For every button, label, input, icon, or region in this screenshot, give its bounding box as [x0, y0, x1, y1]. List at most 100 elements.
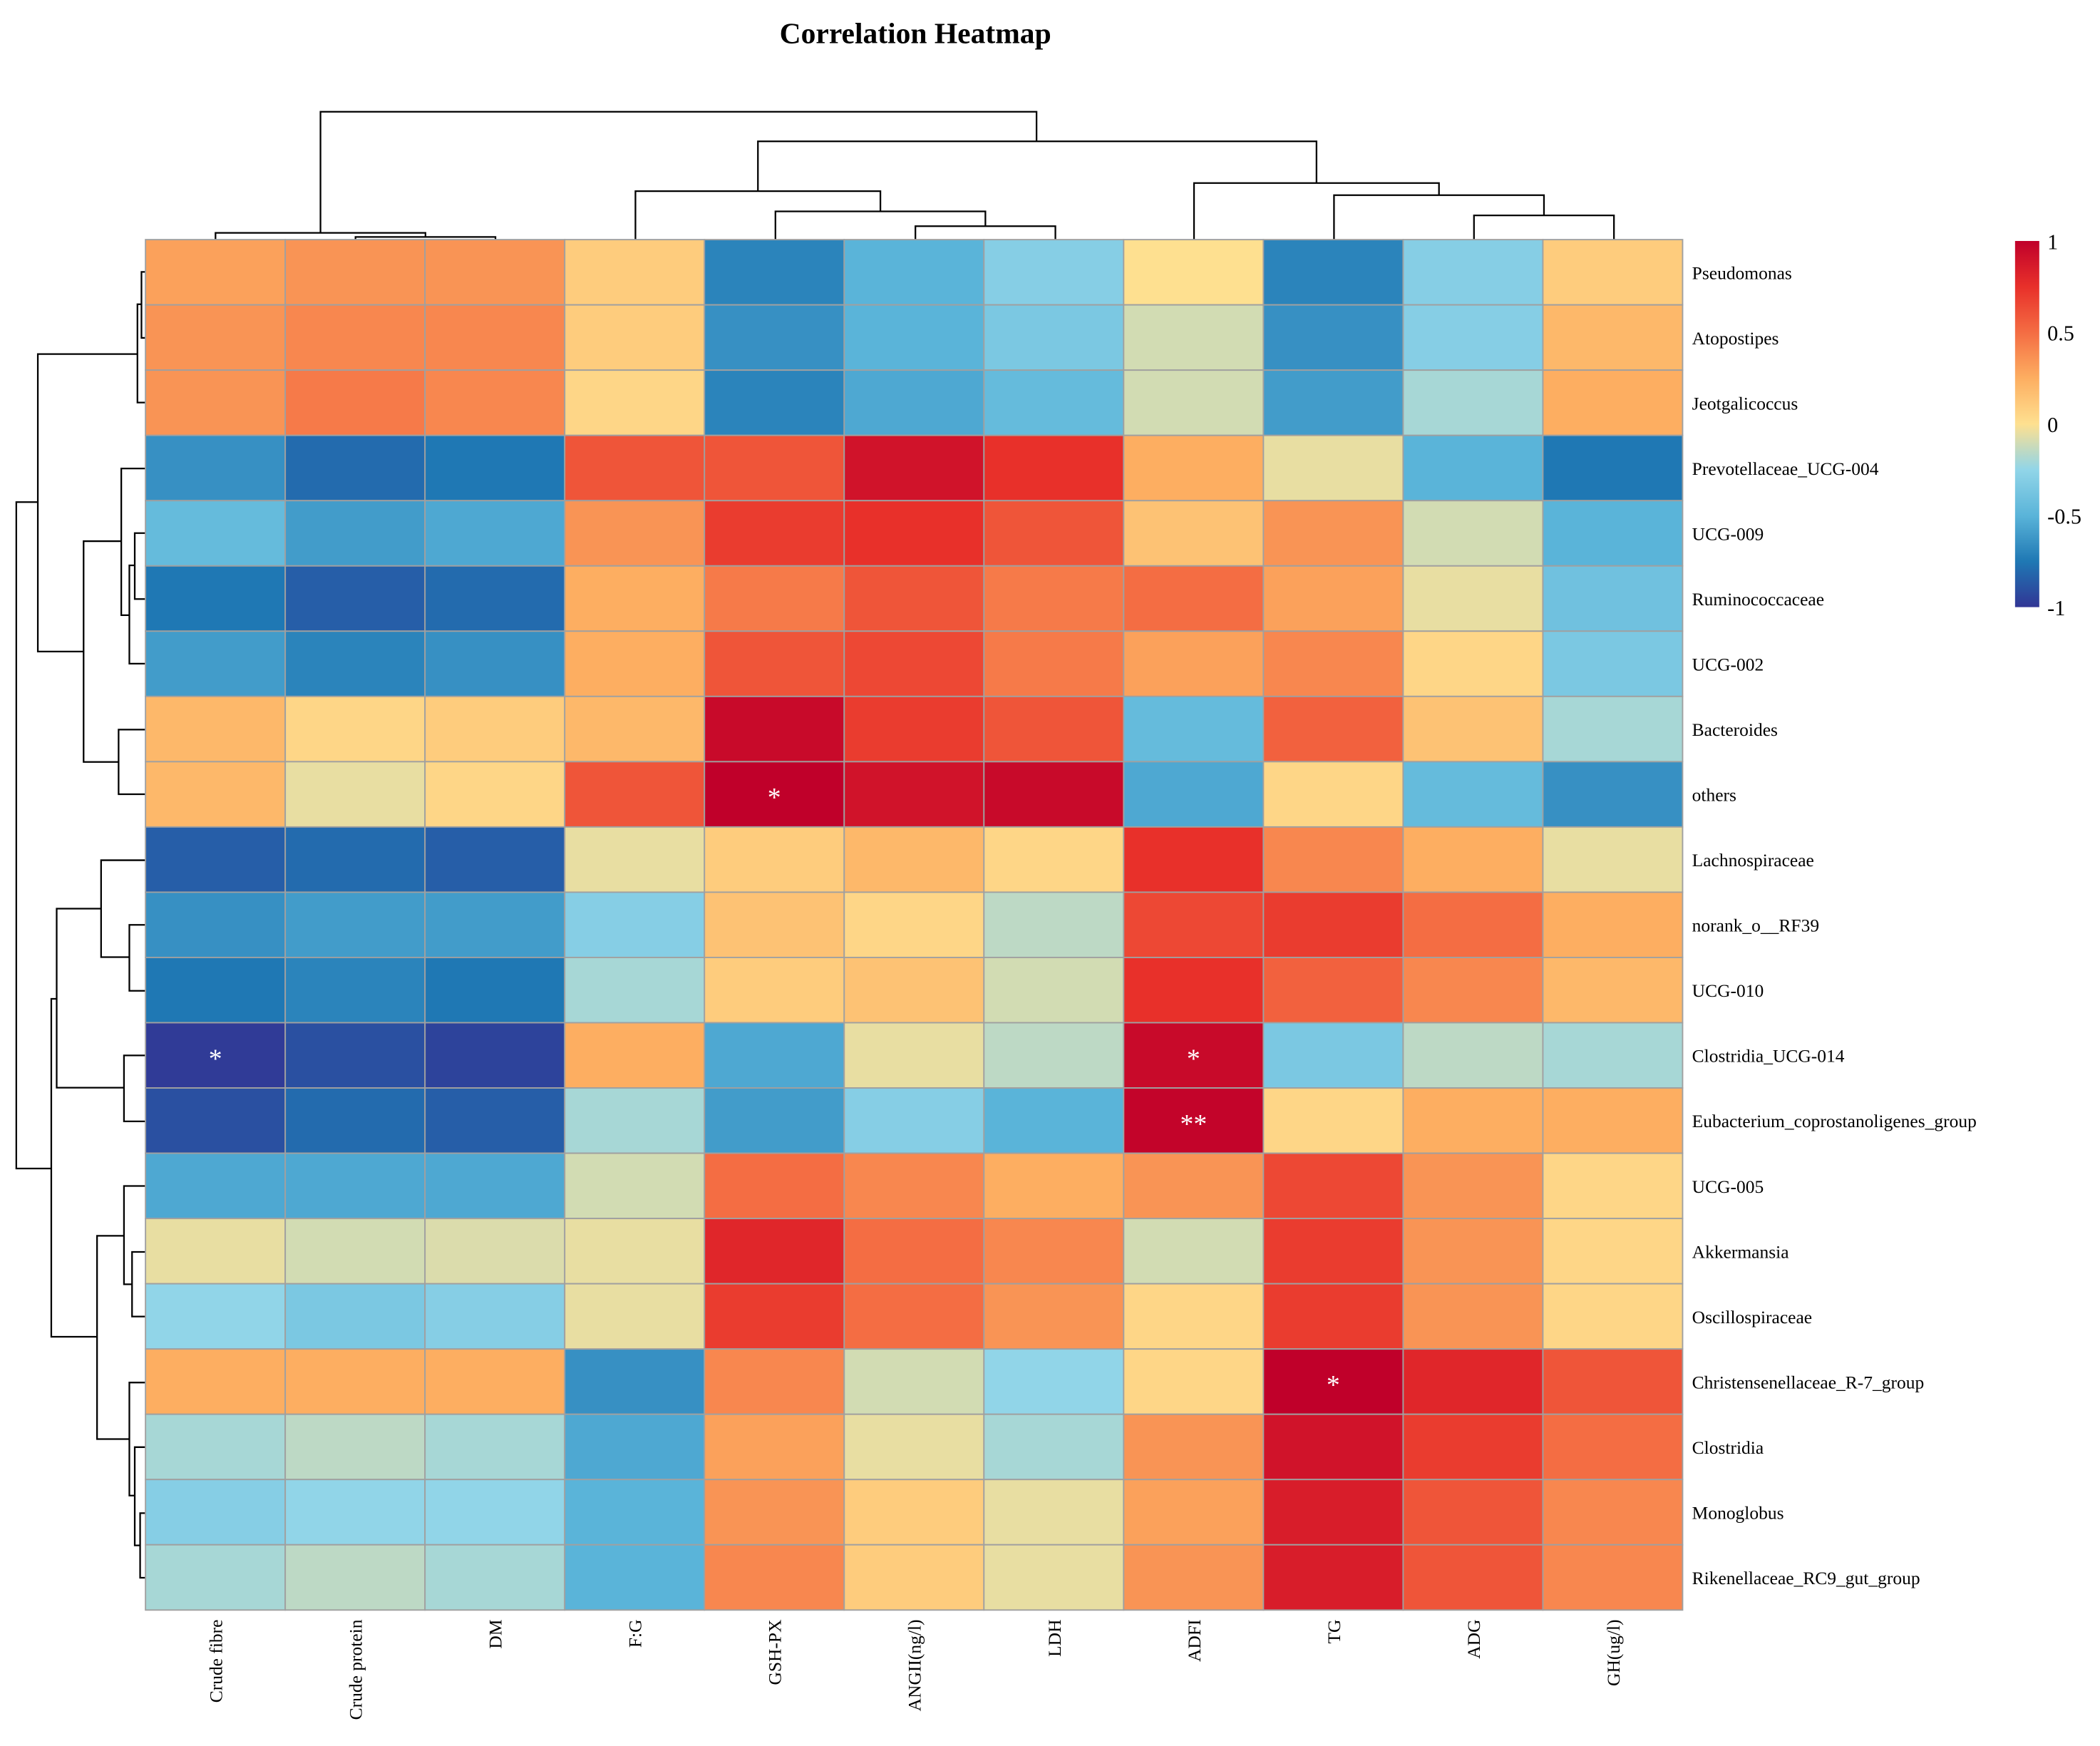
- heatmap-cell: [983, 826, 1125, 893]
- heatmap-cell: [145, 565, 287, 632]
- significance-mark: **: [1180, 1109, 1207, 1139]
- row-label: Eubacterium_coprostanoligenes_group: [1692, 1111, 1977, 1131]
- heatmap-cell: [1123, 1413, 1265, 1481]
- heatmap-cell: [1262, 304, 1404, 371]
- column-dendrogram: [215, 111, 1615, 240]
- heatmap-cell: [1542, 1479, 1684, 1546]
- heatmap-cell: [1542, 565, 1684, 632]
- heatmap-cell: [704, 565, 845, 632]
- heatmap-cell: [145, 434, 287, 502]
- heatmap-cell: [564, 239, 706, 306]
- row-label: Prevotellaceae_UCG-004: [1692, 458, 1879, 479]
- heatmap-cell: [1123, 761, 1265, 828]
- dendrogram-branch: [133, 532, 146, 600]
- heatmap-cell: [1402, 239, 1544, 306]
- heatmap-cell: [983, 500, 1125, 567]
- heatmap-cell: [1542, 630, 1684, 697]
- heatmap-cell: [983, 304, 1125, 371]
- heatmap-cell: [1542, 369, 1684, 436]
- heatmap-cell: [704, 826, 845, 893]
- heatmap-cell: [424, 1479, 566, 1546]
- heatmap-cell: [284, 1283, 426, 1350]
- row-label: others: [1692, 785, 1736, 806]
- heatmap-cell: [284, 1152, 426, 1220]
- heatmap-cell: [284, 761, 426, 828]
- heatmap-cell: [284, 1413, 426, 1481]
- row-label: Jeotgalicoccus: [1692, 393, 1798, 414]
- heatmap-cell: [1402, 304, 1544, 371]
- heatmap-cell: [843, 1022, 985, 1089]
- heatmap-cell: [983, 761, 1125, 828]
- heatmap-cell: [145, 761, 287, 828]
- heatmap-cell: [564, 1413, 706, 1481]
- heatmap-cell: [564, 369, 706, 436]
- heatmap-cell: [284, 1218, 426, 1285]
- heatmap-cell: [1123, 891, 1265, 958]
- heatmap-cell: [424, 630, 566, 697]
- row-labels: Pseudomonas Atopostipes Jeotgalicoccus Prev…: [1692, 262, 1977, 1588]
- heatmap-cell: [564, 1022, 706, 1089]
- heatmap-cell: [1402, 434, 1544, 502]
- significance-mark: *: [209, 1044, 222, 1074]
- heatmap-cell: [1123, 369, 1265, 436]
- chart-title: Correlation Heatmap: [780, 16, 1051, 49]
- column-label: GH(ug/l): [1603, 1620, 1624, 1686]
- column-label: Crude fibre: [206, 1620, 227, 1703]
- heatmap-cell: [1262, 1283, 1404, 1350]
- heatmap-cell: [284, 1087, 426, 1154]
- heatmap-cell: [1262, 369, 1404, 436]
- significance-mark: *: [1187, 1044, 1200, 1074]
- heatmap-cell: [564, 761, 706, 828]
- heatmap-cell: [704, 434, 845, 502]
- heatmap-cell: [843, 1087, 985, 1154]
- heatmap-cell: [983, 630, 1125, 697]
- heatmap-cell: [704, 695, 845, 763]
- heatmap-cell: [983, 891, 1125, 958]
- row-label: Clostridia_UCG-014: [1692, 1046, 1845, 1067]
- heatmap-cell: [843, 1544, 985, 1611]
- heatmap-cell: [424, 1348, 566, 1415]
- heatmap-cell: [145, 826, 287, 893]
- row-label: Akkermansia: [1692, 1241, 1789, 1262]
- heatmap-cell: [704, 1087, 845, 1154]
- heatmap-cell: [284, 369, 426, 436]
- heatmap-cell: [564, 826, 706, 893]
- heatmap-cell: [1542, 434, 1684, 502]
- heatmap-cell: [983, 1152, 1125, 1220]
- heatmap-cell: [1402, 1544, 1544, 1611]
- heatmap-cell: [424, 1152, 566, 1220]
- heatmap-cell: [1402, 500, 1544, 567]
- colorbar-tick: -0.5: [2047, 505, 2081, 529]
- column-label: ADFI: [1184, 1620, 1205, 1662]
- dendrogram-branch: [100, 859, 146, 958]
- heatmap-cell: [564, 1152, 706, 1220]
- heatmap-cell: [145, 239, 287, 306]
- heatmap-cell: [704, 957, 845, 1024]
- heatmap-cell: [1402, 826, 1544, 893]
- dendrogram-branch: [128, 1382, 146, 1496]
- heatmap-cell: [424, 695, 566, 763]
- dendrogram-branch: [118, 729, 146, 796]
- heatmap-cell: [1262, 1218, 1404, 1285]
- heatmap-cell: [1542, 500, 1684, 567]
- heatmap-cell: [1402, 565, 1544, 632]
- heatmap-cell: [704, 1022, 845, 1089]
- heatmap-cell: [1542, 1022, 1684, 1089]
- heatmap-cell: [284, 500, 426, 567]
- heatmap-cell: [704, 239, 845, 306]
- heatmap-cell: [145, 369, 287, 436]
- heatmap-cell: [1262, 1413, 1404, 1481]
- heatmap-cell: [145, 891, 287, 958]
- heatmap-cell: [983, 434, 1125, 502]
- column-label: DM: [485, 1620, 506, 1649]
- heatmap-cell: [1262, 1087, 1404, 1154]
- heatmap-cell: [145, 1152, 287, 1220]
- heatmap-cell: [704, 1218, 845, 1285]
- heatmap-cell: [1402, 761, 1544, 828]
- heatmap-cell: [145, 1413, 287, 1481]
- heatmap-cell: [843, 630, 985, 697]
- row-label: Pseudomonas: [1692, 262, 1792, 283]
- heatmap-cell: [1402, 630, 1544, 697]
- heatmap-cell: [424, 1022, 566, 1089]
- heatmap-cell: [1123, 1152, 1265, 1220]
